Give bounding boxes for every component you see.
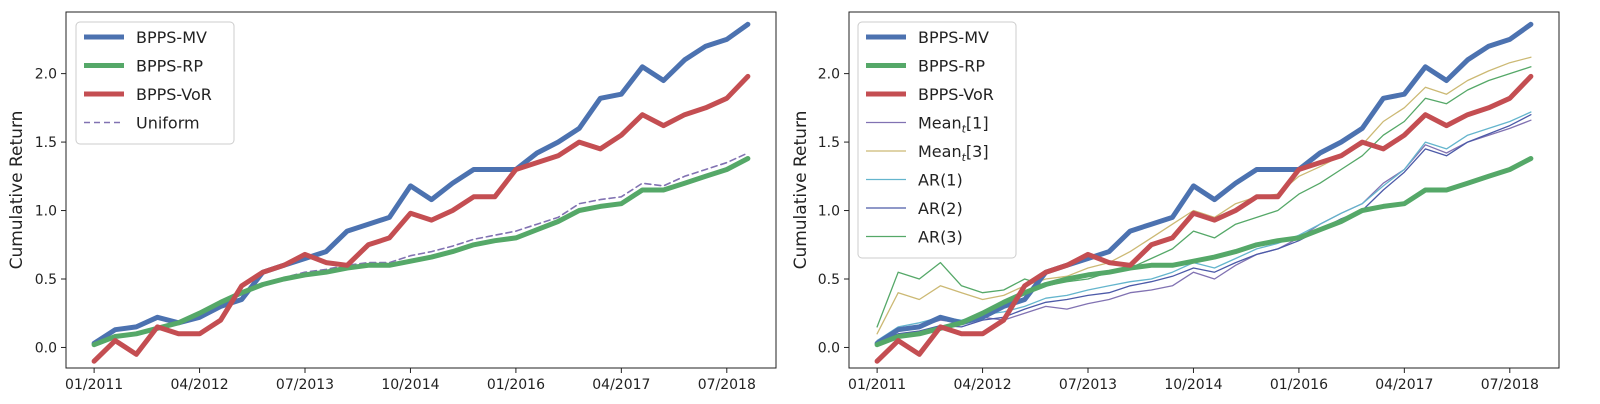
x-tick-label: 07/2013 (276, 377, 334, 393)
y-tick-label: 0.0 (818, 340, 840, 356)
y-axis-label: Cumulative Return (7, 111, 27, 270)
legend-label: AR(1) (918, 171, 963, 190)
x-tick-label: 04/2012 (170, 377, 228, 393)
x-tick-label: 07/2018 (698, 377, 756, 393)
x-tick-label: 01/2011 (848, 377, 906, 393)
x-tick-label: 10/2014 (1164, 377, 1222, 393)
x-tick-label: 04/2012 (953, 377, 1011, 393)
chart-right: 0.0 0.5 1.0 1.5 2.0 01/2011 04/2012 07/2013 10/2… (791, 11, 1560, 393)
series-line-bpps-vor (91, 73, 751, 364)
legend-label: Meant[3] (918, 142, 989, 164)
legend-label: BPPS-RP (918, 57, 985, 76)
series-line-bpps-vor (874, 73, 1534, 364)
legend-label: AR(3) (918, 228, 963, 247)
y-tick-label: 0.0 (35, 340, 57, 356)
legend (857, 21, 1017, 259)
y-tick-label: 1.0 (35, 204, 57, 220)
series-line-ar-2 (876, 114, 1532, 343)
legend-label: Meant[1] (918, 114, 989, 136)
x-tick-label: 07/2013 (1059, 377, 1117, 393)
legend-label: BPPS-MV (136, 28, 207, 47)
y-tick-label: 1.0 (818, 204, 840, 220)
x-tick-label: 04/2017 (592, 377, 650, 393)
series-line-bpps-rp (91, 156, 751, 348)
y-axis-label: Cumulative Return (791, 111, 811, 270)
series-line-meant-3 (876, 56, 1532, 335)
legend-label: AR(2) (918, 199, 963, 218)
series-line-ar-3 (876, 66, 1532, 328)
legend-label: BPPS-VoR (136, 85, 212, 104)
x-tick-label: 01/2016 (1270, 377, 1328, 393)
x-tick-label: 01/2016 (487, 377, 545, 393)
legend-label: BPPS-VoR (918, 85, 994, 104)
legend-label: Uniform (136, 114, 200, 133)
series-line-bpps-mv (91, 21, 751, 346)
y-tick-label: 0.5 (818, 272, 840, 288)
legend-label: BPPS-RP (136, 57, 203, 76)
y-tick-label: 0.5 (35, 272, 57, 288)
x-tick-label: 07/2018 (1481, 377, 1539, 393)
series-line-bpps-mv (874, 21, 1534, 346)
y-tick-label: 2.0 (818, 67, 840, 83)
legend-label: BPPS-MV (918, 28, 989, 47)
plot-frame (848, 11, 1560, 369)
y-tick-label: 2.0 (35, 67, 57, 83)
x-tick-label: 01/2011 (65, 377, 123, 393)
y-tick-label: 1.5 (35, 135, 57, 151)
y-tick-label: 1.5 (818, 135, 840, 151)
series-line-bpps-rp (874, 156, 1534, 348)
plot-frame (65, 11, 777, 369)
legend (75, 21, 235, 145)
chart-left: 0.0 0.5 1.0 1.5 2.0 01/2011 04/2012 07/2013 10/2… (7, 11, 777, 393)
x-tick-label: 10/2014 (381, 377, 439, 393)
x-tick-label: 04/2017 (1375, 377, 1433, 393)
